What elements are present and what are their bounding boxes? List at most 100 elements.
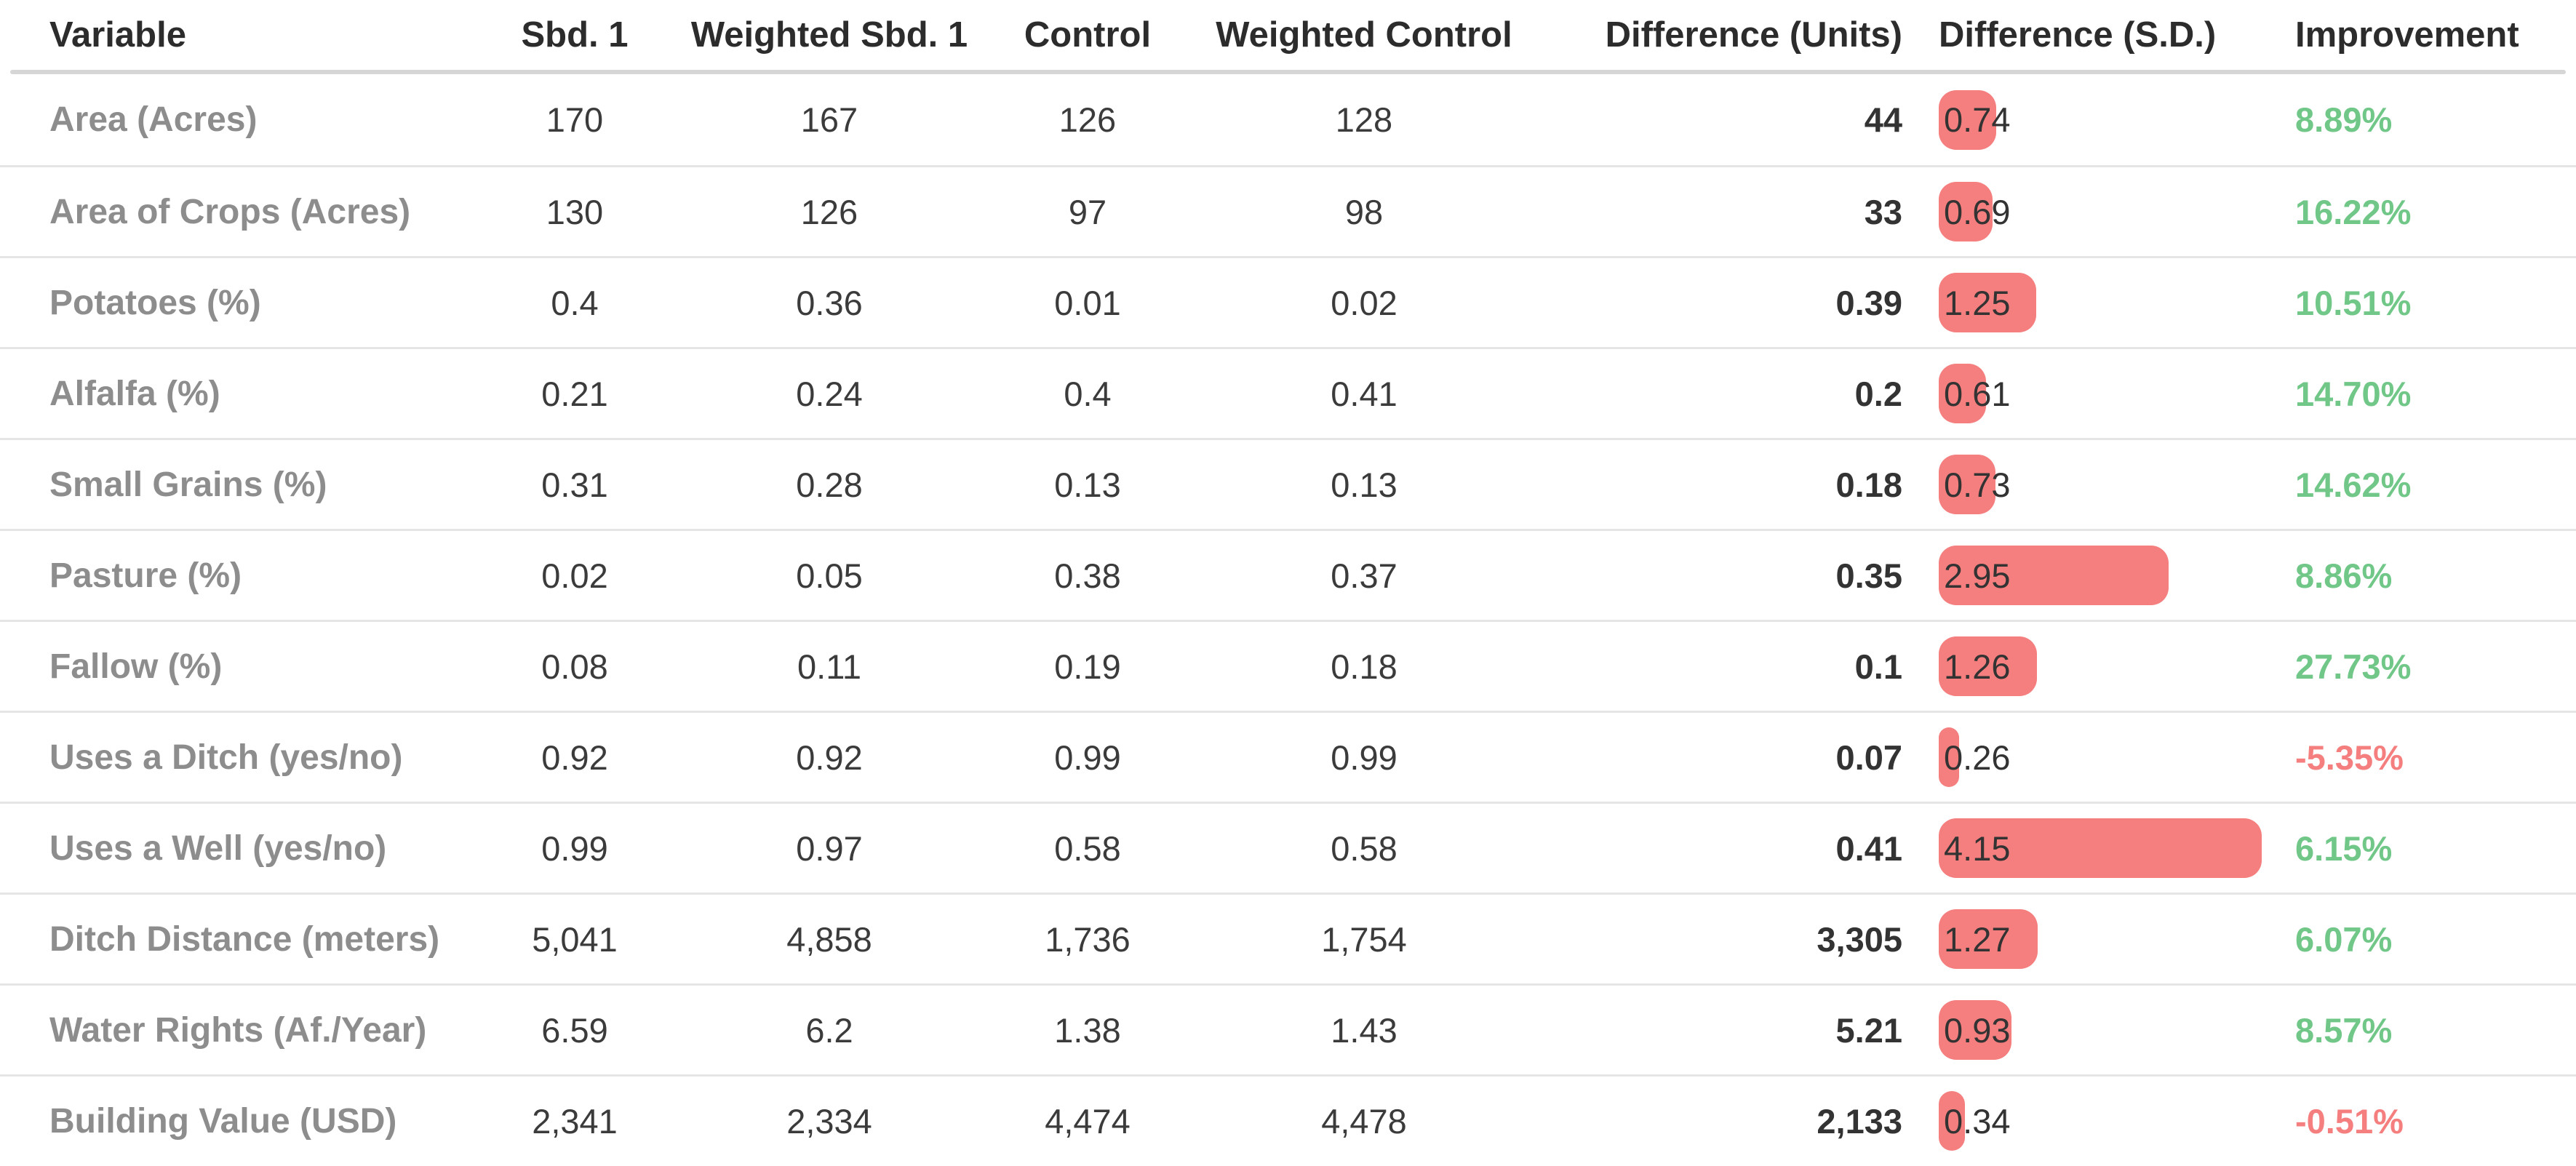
weighted-control-value: 0.58	[1331, 828, 1397, 868]
difference-sd-cell: 0.34	[1902, 1077, 2259, 1165]
difference-units-value: 2,133	[1817, 1101, 1902, 1141]
improvement-value: 27.73%	[2295, 647, 2412, 686]
difference-sd-cell: 1.25	[1902, 258, 2259, 347]
control-value: 126	[1058, 100, 1117, 139]
row-label: Ditch Distance (meters)	[49, 919, 440, 959]
difference-units-value: 0.39	[1835, 283, 1902, 322]
column-header-weighted-control: Weighted Control	[1216, 15, 1512, 55]
row-label: Uses a Well (yes/no)	[49, 828, 387, 868]
improvement-value: 14.70%	[2295, 374, 2412, 413]
improvement-value: -0.51%	[2295, 1101, 2404, 1141]
difference-sd-cell: 1.27	[1902, 895, 2259, 983]
table-row: Alfalfa (%) 0.21 0.24 0.4 0.41 0.2 0.61 …	[0, 347, 2576, 438]
control-value: 0.4	[1064, 374, 1112, 413]
difference-units-value: 0.41	[1835, 828, 1902, 868]
sd-magnitude-bar	[1939, 182, 1993, 241]
row-label: Area of Crops (Acres)	[49, 192, 411, 231]
weighted-sbd1-value: 0.05	[796, 556, 863, 595]
sbd1-value: 0.08	[541, 647, 608, 686]
difference-sd-value: 1.25	[1944, 283, 2011, 322]
improvement-value: 6.07%	[2295, 919, 2393, 959]
table-header: Variable Sbd. 1 Weighted Sbd. 1 Control …	[0, 0, 2576, 70]
sbd1-value: 0.99	[541, 828, 608, 868]
difference-sd-cell: 0.93	[1902, 986, 2259, 1074]
table-row: Potatoes (%) 0.4 0.36 0.01 0.02 0.39 1.2…	[0, 256, 2576, 347]
difference-sd-cell: 0.26	[1902, 713, 2259, 802]
sd-magnitude-bar	[1939, 1091, 1966, 1151]
sd-magnitude-bar	[1939, 818, 2262, 878]
control-value: 0.58	[1054, 828, 1121, 868]
weighted-sbd1-value: 6.2	[805, 1010, 853, 1050]
difference-units-value: 0.2	[1854, 374, 1902, 413]
weighted-control-value: 128	[1335, 100, 1393, 139]
control-value: 0.13	[1054, 465, 1121, 504]
sbd1-value: 5,041	[532, 919, 618, 959]
table-row: Uses a Ditch (yes/no) 0.92 0.92 0.99 0.9…	[0, 711, 2576, 802]
weighted-sbd1-value: 0.36	[796, 283, 863, 322]
row-label: Small Grains (%)	[49, 465, 327, 504]
improvement-value: 16.22%	[2295, 192, 2412, 231]
sbd1-value: 6.59	[541, 1010, 608, 1050]
sbd1-value: 170	[546, 100, 604, 139]
table-row: Fallow (%) 0.08 0.11 0.19 0.18 0.1 1.26 …	[0, 620, 2576, 711]
difference-sd-value: 4.15	[1944, 828, 2011, 868]
column-header-variable: Variable	[49, 15, 186, 55]
weighted-sbd1-value: 4,858	[786, 919, 872, 959]
control-value: 0.19	[1054, 647, 1121, 686]
sd-magnitude-bar	[1939, 727, 1959, 787]
difference-units-value: 33	[1864, 192, 1902, 231]
difference-sd-cell: 0.73	[1902, 440, 2259, 529]
table-row: Uses a Well (yes/no) 0.99 0.97 0.58 0.58…	[0, 802, 2576, 893]
sd-magnitude-bar	[1939, 909, 2038, 969]
weighted-control-value: 98	[1344, 192, 1384, 231]
row-label: Area (Acres)	[49, 100, 258, 139]
sbd1-value: 0.4	[551, 283, 599, 322]
weighted-control-value: 1,754	[1321, 919, 1407, 959]
table-row: Water Rights (Af./Year) 6.59 6.2 1.38 1.…	[0, 983, 2576, 1074]
weighted-control-value: 1.43	[1331, 1010, 1397, 1050]
control-value: 1.38	[1054, 1010, 1121, 1050]
weighted-sbd1-value: 2,334	[786, 1101, 872, 1141]
difference-sd-value: 0.74	[1944, 100, 2011, 139]
difference-sd-cell: 1.26	[1902, 622, 2259, 711]
improvement-value: 8.89%	[2295, 100, 2393, 139]
weighted-control-value: 0.37	[1331, 556, 1397, 595]
difference-sd-cell: 0.61	[1902, 349, 2259, 438]
control-value: 0.38	[1054, 556, 1121, 595]
row-label: Pasture (%)	[49, 556, 242, 595]
difference-sd-value: 0.26	[1944, 738, 2011, 777]
difference-sd-value: 2.95	[1944, 556, 2011, 595]
difference-sd-value: 0.61	[1944, 374, 2011, 413]
row-label: Water Rights (Af./Year)	[49, 1010, 427, 1050]
sd-magnitude-bar	[1939, 636, 2037, 696]
sbd1-value: 0.21	[541, 374, 608, 413]
sbd1-value: 0.92	[541, 738, 608, 777]
table-row: Building Value (USD) 2,341 2,334 4,474 4…	[0, 1074, 2576, 1165]
improvement-value: 8.86%	[2295, 556, 2393, 595]
column-header-difference-units: Difference (Units)	[1605, 15, 1902, 55]
improvement-value: 8.57%	[2295, 1010, 2393, 1050]
control-value: 97	[1068, 192, 1107, 231]
difference-sd-cell: 2.95	[1902, 531, 2259, 620]
sd-magnitude-bar	[1939, 1000, 2011, 1060]
difference-units-value: 0.1	[1854, 647, 1902, 686]
control-value: 4,474	[1045, 1101, 1131, 1141]
weighted-control-value: 0.99	[1331, 738, 1397, 777]
difference-units-value: 0.18	[1835, 465, 1902, 504]
sd-magnitude-bar	[1939, 364, 1987, 423]
sbd1-value: 0.31	[541, 465, 608, 504]
difference-sd-value: 0.34	[1944, 1101, 2011, 1141]
table-row: Area (Acres) 170 167 126 128 44 0.74 8.8…	[0, 74, 2576, 165]
control-value: 0.99	[1054, 738, 1121, 777]
difference-sd-value: 1.27	[1944, 919, 2011, 959]
weighted-control-value: 0.02	[1331, 283, 1397, 322]
weighted-sbd1-value: 0.28	[796, 465, 863, 504]
table-row: Small Grains (%) 0.31 0.28 0.13 0.13 0.1…	[0, 438, 2576, 529]
improvement-value: -5.35%	[2295, 738, 2404, 777]
column-header-control: Control	[1024, 15, 1152, 55]
table-body: Area (Acres) 170 167 126 128 44 0.74 8.8…	[0, 74, 2576, 1165]
difference-sd-value: 0.93	[1944, 1010, 2011, 1050]
weighted-sbd1-value: 0.97	[796, 828, 863, 868]
sd-magnitude-bar	[1939, 546, 2169, 605]
difference-units-value: 5.21	[1835, 1010, 1902, 1050]
